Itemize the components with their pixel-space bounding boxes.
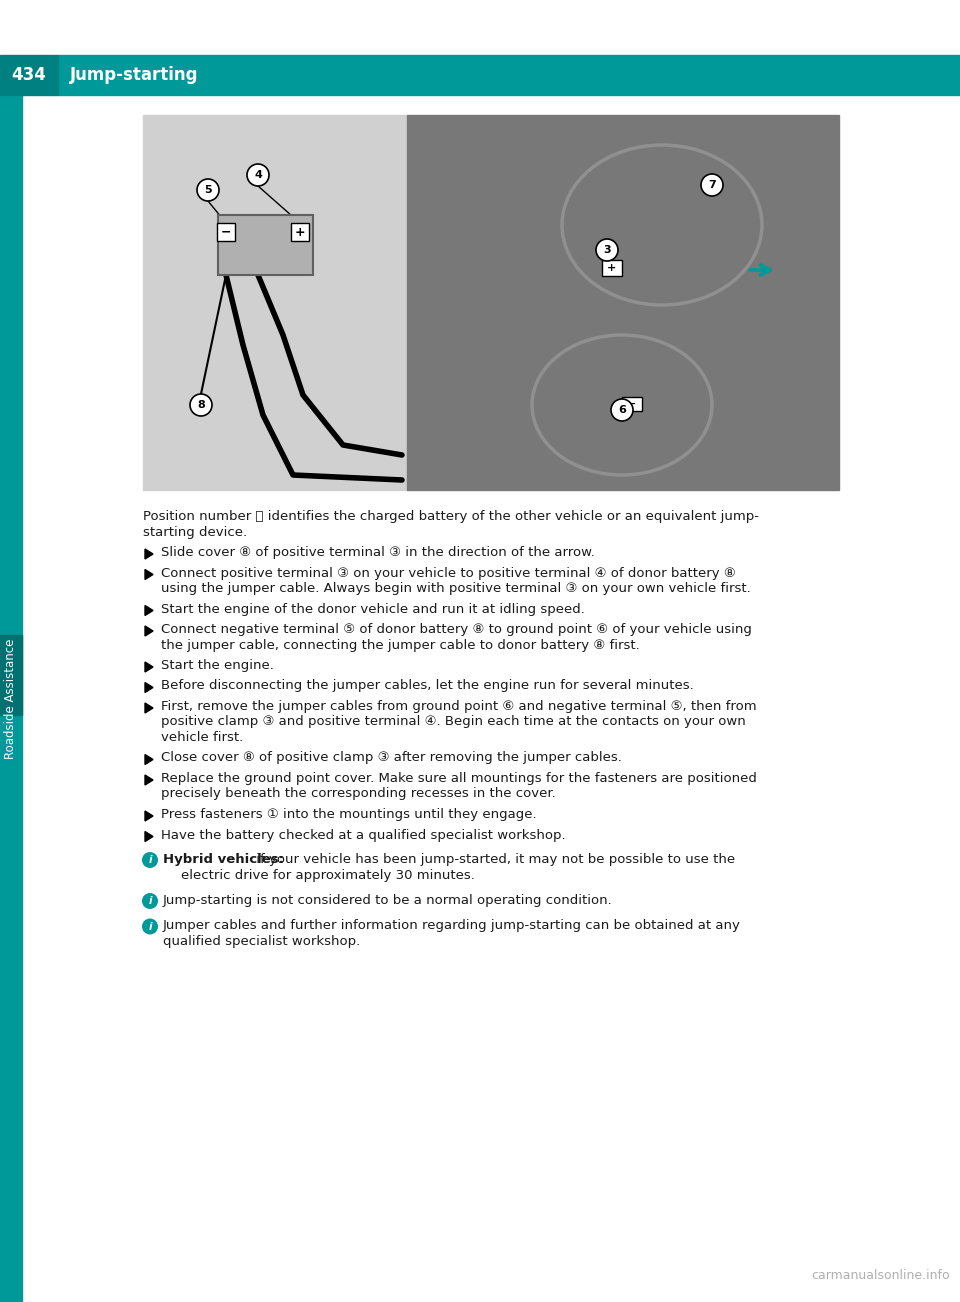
Text: 3: 3 xyxy=(603,245,611,255)
Text: Position number ⓧ identifies the charged battery of the other vehicle or an equi: Position number ⓧ identifies the charged… xyxy=(143,510,759,523)
Bar xyxy=(622,397,642,411)
Bar xyxy=(143,115,407,490)
Bar xyxy=(58,55,960,95)
Text: Start the engine of the donor vehicle and run it at idling speed.: Start the engine of the donor vehicle an… xyxy=(161,603,585,616)
Circle shape xyxy=(247,164,269,186)
Polygon shape xyxy=(145,605,153,616)
Text: Jump-starting is not considered to be a normal operating condition.: Jump-starting is not considered to be a … xyxy=(163,894,612,907)
Polygon shape xyxy=(145,832,153,841)
Polygon shape xyxy=(145,549,153,559)
Circle shape xyxy=(190,395,212,417)
Text: Connect negative terminal ⑤ of donor battery ⑧ to ground point ⑥ of your vehicle: Connect negative terminal ⑤ of donor bat… xyxy=(161,622,752,635)
Text: positive clamp ③ and positive terminal ④. Begin each time at the contacts on you: positive clamp ③ and positive terminal ④… xyxy=(161,716,746,729)
Polygon shape xyxy=(145,811,153,822)
Circle shape xyxy=(142,852,158,868)
Text: 7: 7 xyxy=(708,180,716,190)
Text: Have the battery checked at a qualified specialist workshop.: Have the battery checked at a qualified … xyxy=(161,828,565,841)
Bar xyxy=(407,115,839,490)
Text: Roadside Assistance: Roadside Assistance xyxy=(5,638,17,759)
Circle shape xyxy=(596,240,618,260)
Polygon shape xyxy=(145,626,153,635)
Text: 434: 434 xyxy=(12,66,46,85)
Text: Close cover ⑧ of positive clamp ③ after removing the jumper cables.: Close cover ⑧ of positive clamp ③ after … xyxy=(161,751,622,764)
Text: Replace the ground point cover. Make sure all mountings for the fasteners are po: Replace the ground point cover. Make sur… xyxy=(161,772,756,785)
Text: electric drive for approximately 30 minutes.: electric drive for approximately 30 minu… xyxy=(181,868,475,881)
Text: Jump-starting: Jump-starting xyxy=(70,66,199,85)
Circle shape xyxy=(142,893,158,909)
Text: i: i xyxy=(148,855,152,865)
Polygon shape xyxy=(145,775,153,785)
Text: using the jumper cable. Always begin with positive terminal ③ on your own vehicl: using the jumper cable. Always begin wit… xyxy=(161,582,751,595)
Text: −: − xyxy=(221,225,231,238)
Polygon shape xyxy=(145,569,153,579)
Bar xyxy=(0,95,22,1302)
Text: 4: 4 xyxy=(254,171,262,180)
FancyArrowPatch shape xyxy=(750,266,770,275)
Text: 8: 8 xyxy=(197,400,204,410)
Text: vehicle first.: vehicle first. xyxy=(161,730,243,743)
Text: Start the engine.: Start the engine. xyxy=(161,659,274,672)
Bar xyxy=(217,223,235,241)
Text: Press fasteners ① into the mountings until they engage.: Press fasteners ① into the mountings unt… xyxy=(161,809,537,822)
Text: Connect positive terminal ③ on your vehicle to positive terminal ④ of donor batt: Connect positive terminal ③ on your vehi… xyxy=(161,566,735,579)
Text: Before disconnecting the jumper cables, let the engine run for several minutes.: Before disconnecting the jumper cables, … xyxy=(161,680,694,693)
Text: Jumper cables and further information regarding jump-starting can be obtained at: Jumper cables and further information re… xyxy=(163,919,741,932)
Circle shape xyxy=(142,918,158,935)
Polygon shape xyxy=(145,703,153,713)
Text: i: i xyxy=(148,922,152,931)
Bar xyxy=(291,223,309,241)
Circle shape xyxy=(197,178,219,201)
Text: the jumper cable, connecting the jumper cable to donor battery ⑧ first.: the jumper cable, connecting the jumper … xyxy=(161,638,639,651)
Text: −: − xyxy=(627,398,636,409)
Text: carmanualsonline.info: carmanualsonline.info xyxy=(811,1269,950,1282)
Text: +: + xyxy=(608,263,616,273)
Text: Slide cover ⑧ of positive terminal ③ in the direction of the arrow.: Slide cover ⑧ of positive terminal ③ in … xyxy=(161,546,595,559)
Polygon shape xyxy=(145,682,153,693)
Polygon shape xyxy=(145,661,153,672)
Bar xyxy=(0,635,22,715)
Text: 6: 6 xyxy=(618,405,626,415)
Bar xyxy=(602,260,622,276)
Circle shape xyxy=(611,398,633,421)
Text: if your vehicle has been jump-started, it may not be possible to use the: if your vehicle has been jump-started, i… xyxy=(252,853,735,866)
Text: First, remove the jumper cables from ground point ⑥ and negative terminal ⑤, the: First, remove the jumper cables from gro… xyxy=(161,700,756,713)
Text: i: i xyxy=(148,896,152,906)
Text: 5: 5 xyxy=(204,185,212,195)
Text: precisely beneath the corresponding recesses in the cover.: precisely beneath the corresponding rece… xyxy=(161,788,556,801)
Text: qualified specialist workshop.: qualified specialist workshop. xyxy=(163,935,360,948)
Polygon shape xyxy=(145,754,153,764)
Text: starting device.: starting device. xyxy=(143,526,247,539)
Bar xyxy=(218,215,313,275)
Bar xyxy=(0,55,58,95)
Text: +: + xyxy=(295,225,305,238)
Text: Hybrid vehicles:: Hybrid vehicles: xyxy=(163,853,284,866)
Circle shape xyxy=(701,174,723,197)
